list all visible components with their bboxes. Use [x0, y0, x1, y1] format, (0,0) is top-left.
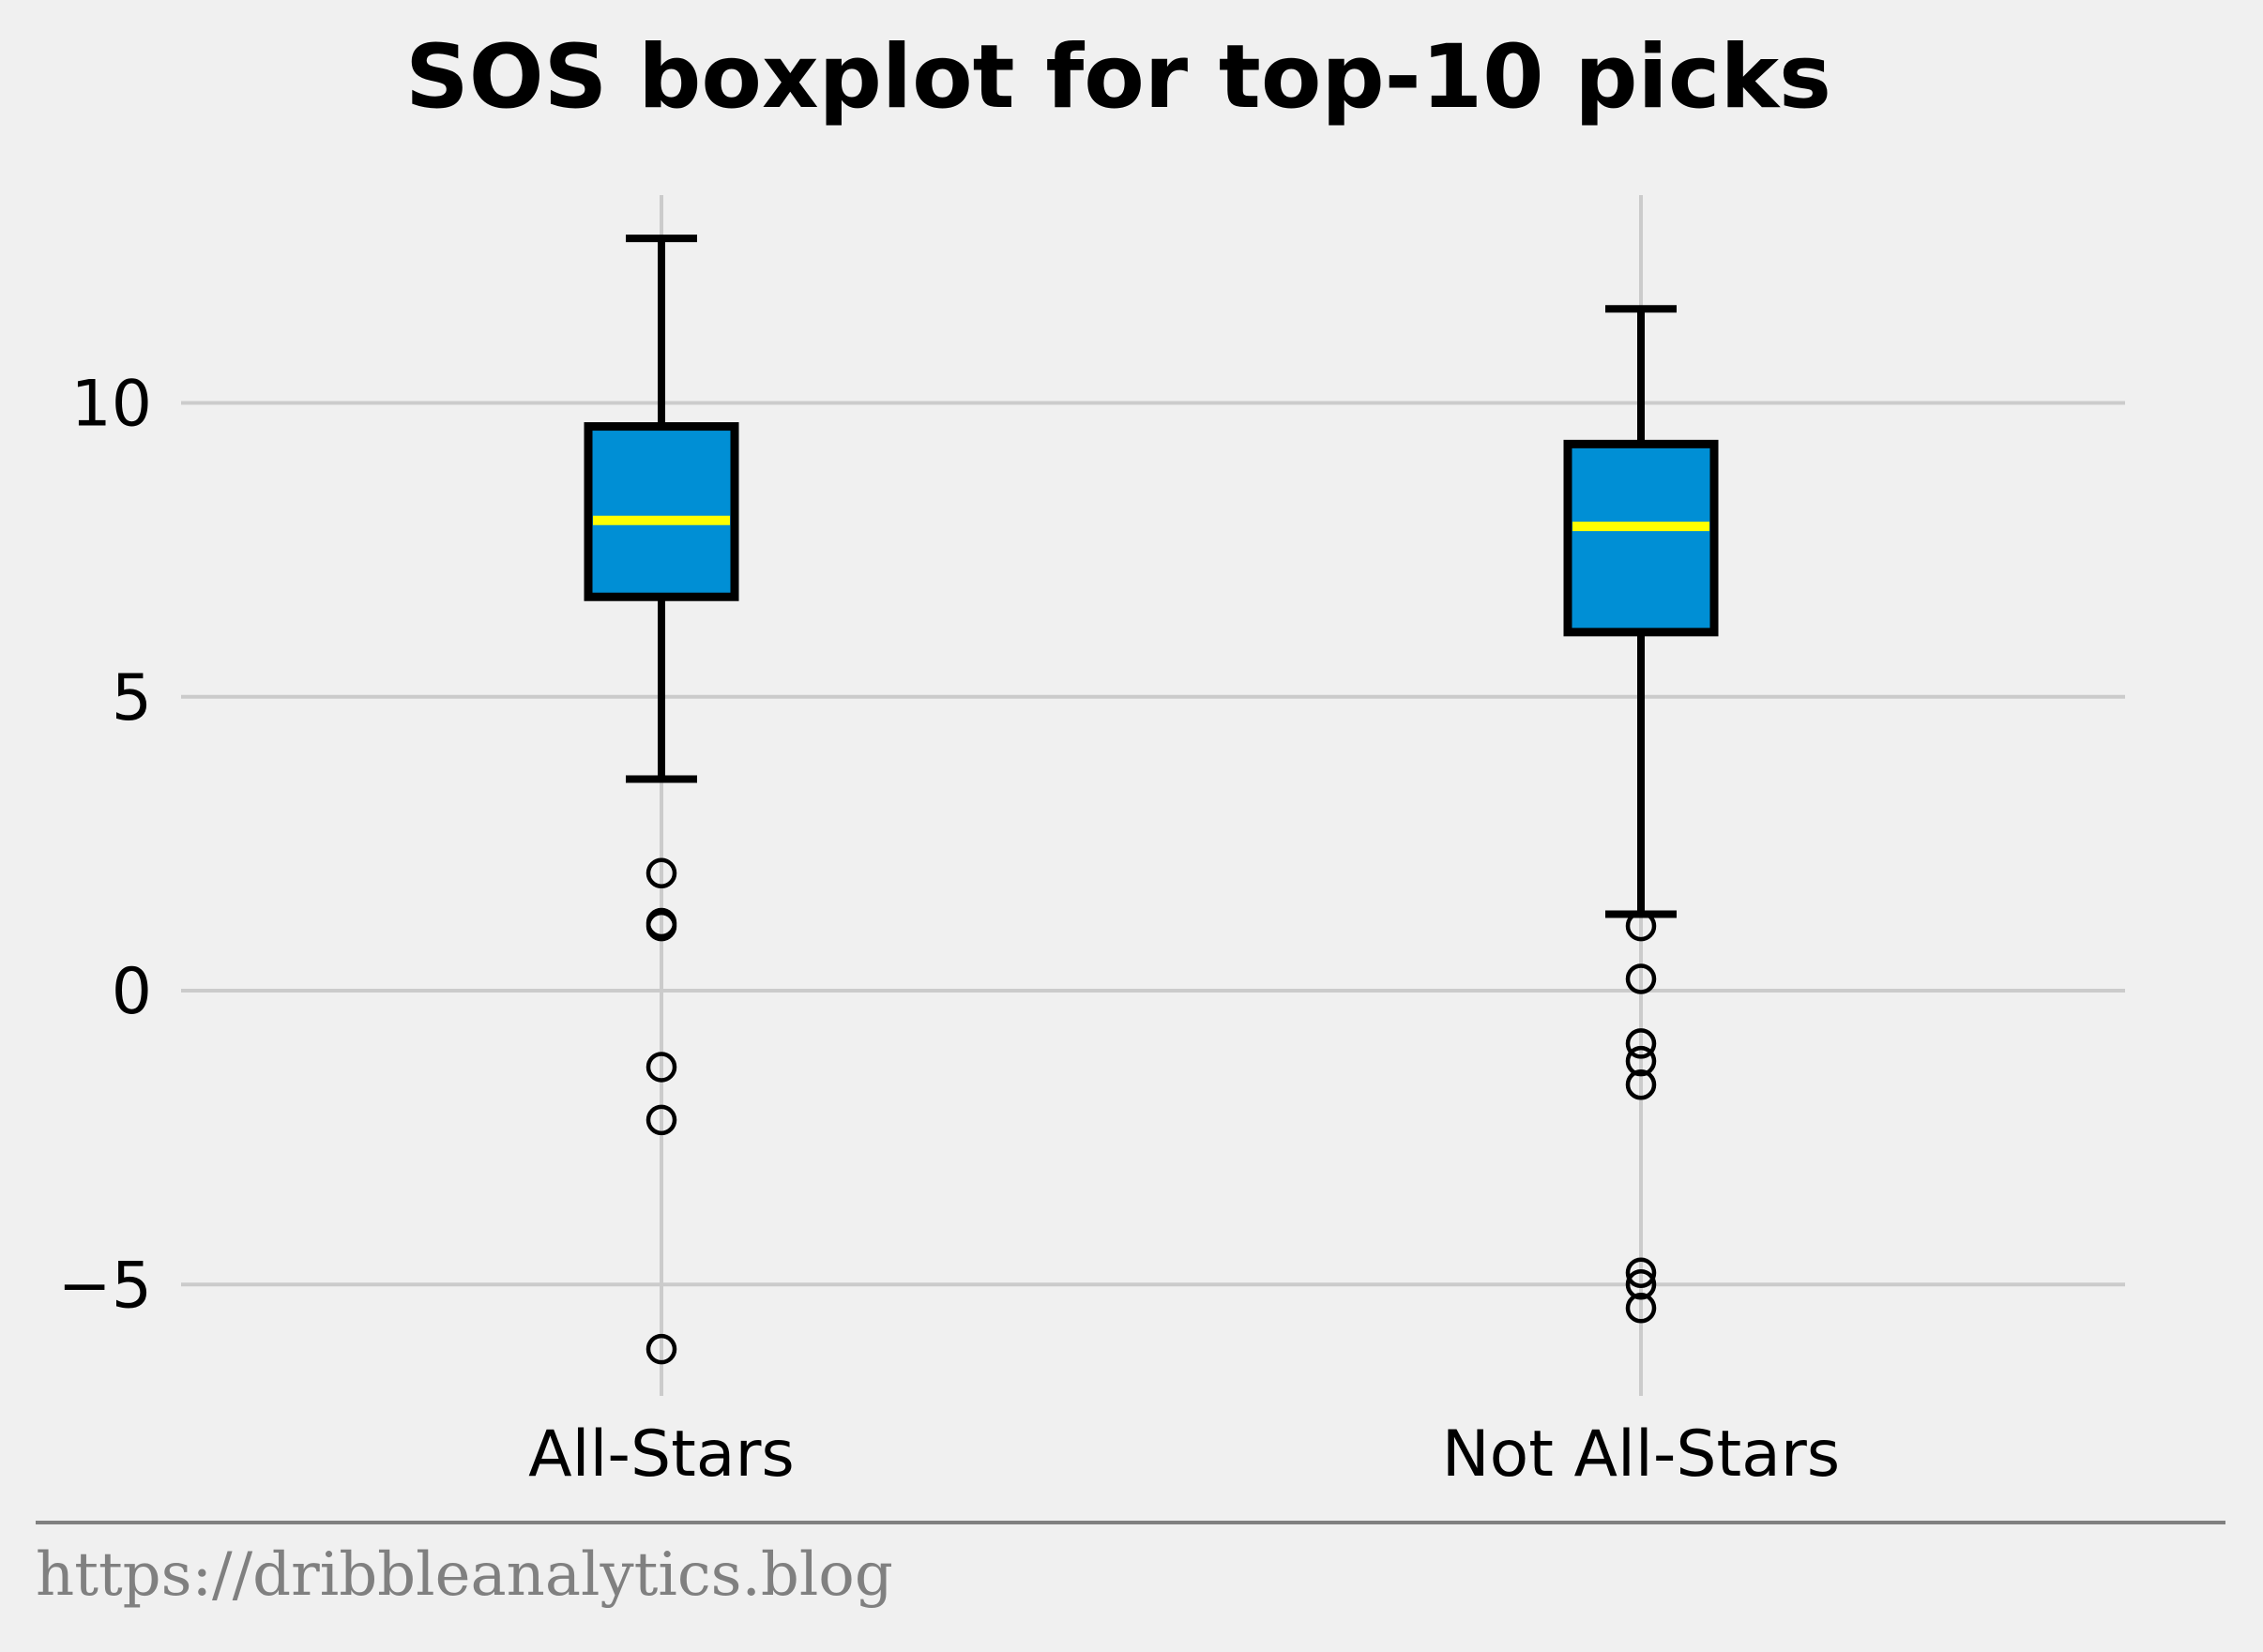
outlier-point [645, 1052, 677, 1083]
x-tick-labels: All-Stars Not All-Stars [528, 1417, 1840, 1492]
y-tick-label: 5 [112, 661, 152, 735]
outlier-point [1625, 1028, 1657, 1059]
outlier-point [645, 1104, 677, 1136]
y-tick-label: 0 [112, 955, 152, 1029]
y-tick-label: −5 [58, 1249, 152, 1323]
outlier-point [645, 907, 677, 939]
outlier-point [1625, 1045, 1657, 1077]
outlier-point [1625, 963, 1657, 994]
footer-source: https://dribbleanalytics.blog [36, 1540, 893, 1610]
outlier-point [1625, 1257, 1657, 1288]
x-tick-label: All-Stars [528, 1417, 795, 1492]
y-tick-labels: −5 0 5 10 [58, 368, 152, 1324]
iqr-box [1563, 439, 1719, 637]
outlier-point [645, 1333, 677, 1365]
y-tick-label: 10 [70, 368, 152, 442]
box-all-stars [584, 235, 739, 1365]
iqr-box [584, 422, 739, 601]
x-tick-label: Not All-Stars [1442, 1417, 1840, 1492]
box-not-all-stars [1563, 305, 1719, 1324]
outlier-point [1625, 1293, 1657, 1324]
outlier-point [1625, 1269, 1657, 1300]
outlier-point [1625, 1068, 1657, 1100]
outlier-point [645, 857, 677, 888]
grid-lines [181, 195, 2125, 1396]
box-group [584, 235, 1719, 1365]
chart-title: SOS boxplot for top-10 picks [405, 26, 1831, 129]
outlier-point [1625, 910, 1657, 942]
